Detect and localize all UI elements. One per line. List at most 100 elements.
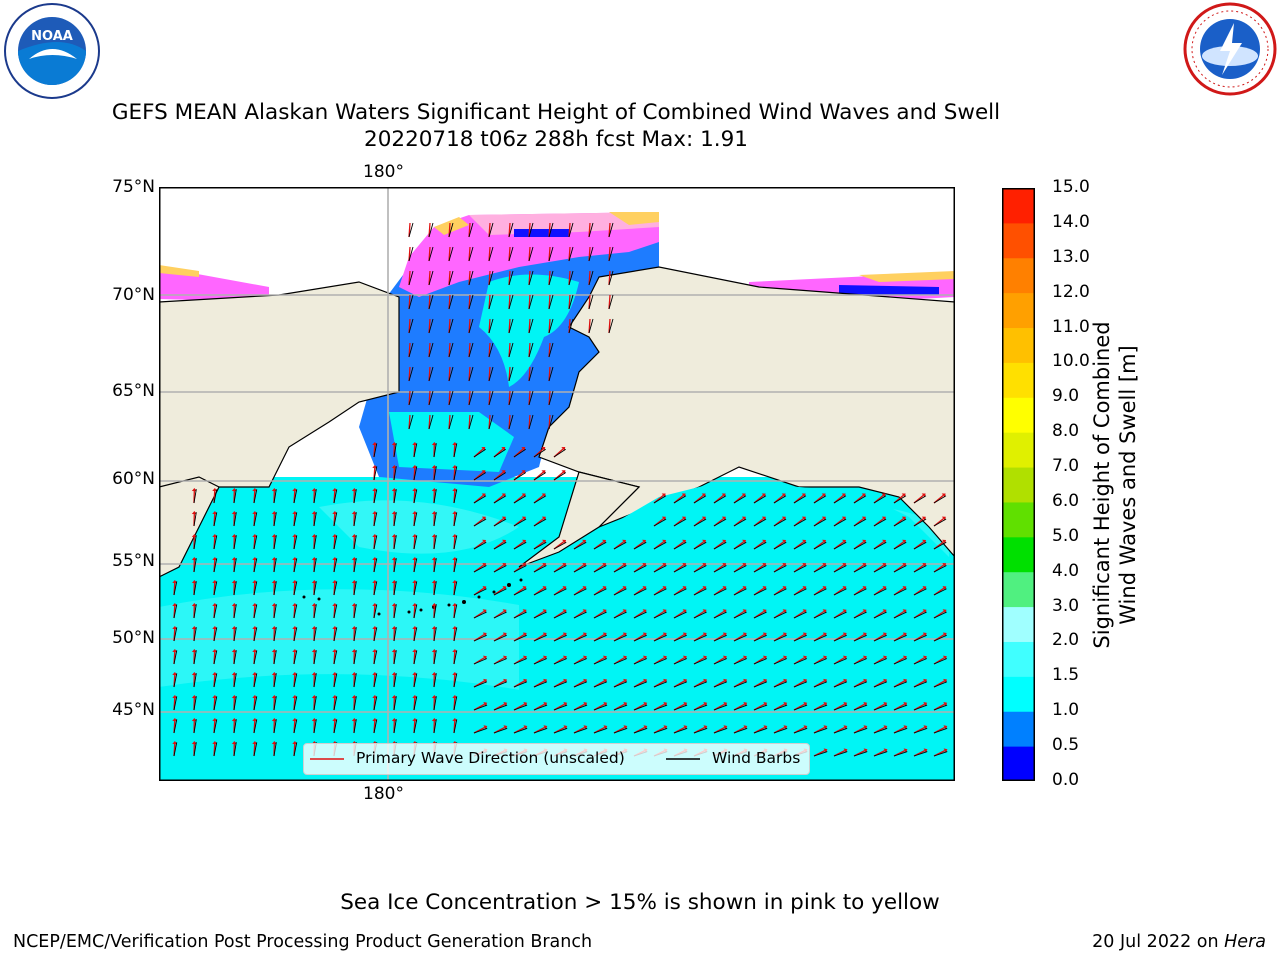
wind-barb: [373, 512, 378, 527]
wave-direction-arrowhead: [332, 488, 338, 492]
wave-direction-arrowhead: [252, 649, 258, 653]
wind-barb: [533, 727, 548, 734]
wind-barb: [873, 541, 887, 550]
wind-barb: [193, 558, 197, 573]
wind-barb: [813, 634, 827, 642]
wind-barb: [633, 634, 647, 642]
wave-direction-arrowhead: [332, 603, 338, 607]
wind-barb: [408, 318, 414, 334]
wave-direction-arrowhead: [743, 725, 748, 730]
wind-barb: [473, 681, 488, 688]
wind-barb: [468, 366, 474, 382]
wind-barb: [213, 742, 218, 757]
wind-barb: [693, 634, 707, 642]
wind-barb: [533, 704, 548, 711]
wind-barb: [713, 611, 727, 619]
wave-direction-arrowhead: [452, 718, 458, 722]
wave-direction-arrowhead: [351, 488, 357, 492]
wind-barb: [508, 246, 514, 262]
wind-barb: [893, 495, 907, 504]
wind-barb: [573, 727, 588, 734]
wave-direction-arrow: [488, 246, 491, 262]
wind-barb: [508, 390, 514, 406]
wind-barb: [413, 604, 418, 619]
wave-direction-arrow: [468, 342, 471, 358]
wind-barb: [933, 518, 947, 527]
wind-barb: [313, 512, 317, 527]
wind-barb: [713, 495, 727, 504]
wind-barb: [393, 489, 397, 504]
wave-direction-arrowhead: [332, 649, 338, 653]
wave-direction-arrowhead: [271, 695, 277, 699]
wave-direction-arrowhead: [372, 442, 378, 446]
wave-direction-arrowhead: [271, 534, 277, 538]
wave-direction-arrowhead: [643, 725, 648, 730]
wind-barb: [833, 658, 848, 665]
wave-direction-arrowhead: [412, 695, 418, 699]
wind-barb: [653, 658, 668, 665]
wave-direction-arrow: [508, 222, 511, 238]
colorbar-segment: [1002, 222, 1035, 259]
wave-direction-arrowhead: [252, 718, 258, 722]
wind-barb: [613, 634, 627, 642]
wind-barb: [593, 565, 607, 573]
wind-barb: [333, 489, 338, 504]
wave-direction-arrowhead: [311, 718, 317, 722]
wind-barb: [173, 581, 178, 596]
map-legend: Primary Wave Direction (unscaled) Wind B…: [303, 743, 810, 775]
wind-barb: [593, 658, 608, 665]
wind-barb: [528, 390, 534, 406]
wind-barb: [553, 704, 568, 711]
wave-direction-arrow: [608, 294, 611, 310]
wind-barb: [613, 588, 627, 596]
wave-direction-arrowhead: [372, 672, 378, 676]
wind-barb: [588, 294, 594, 310]
wave-direction-arrowhead: [452, 672, 458, 676]
wave-direction-arrow: [468, 414, 471, 430]
wind-barb: [333, 535, 338, 550]
wind-barb: [873, 518, 887, 527]
wind-barb: [448, 246, 454, 262]
wind-barb: [653, 518, 667, 527]
wave-direction-arrowhead: [412, 488, 418, 492]
wind-barb: [413, 466, 418, 481]
wind-barb: [193, 742, 197, 757]
wind-barb: [533, 681, 548, 688]
wind-barb: [528, 294, 534, 310]
wind-barb: [573, 704, 588, 711]
wave-direction-arrowhead: [372, 626, 378, 630]
wind-barb: [213, 535, 218, 550]
wind-barb: [408, 270, 414, 286]
svg-text:NOAA: NOAA: [31, 29, 73, 44]
colorbar-tick-label: 13.0: [1052, 246, 1090, 267]
wave-direction-arrow: [488, 342, 491, 358]
map-frame: [159, 187, 955, 781]
wave-direction-arrowhead: [431, 695, 437, 699]
wave-direction-arrowhead: [391, 672, 397, 676]
wind-barb: [373, 673, 378, 688]
wave-direction-arrowhead: [563, 725, 568, 730]
colorbar-segment: [1002, 397, 1035, 433]
wave-direction-arrowhead: [351, 557, 357, 561]
wind-barb: [873, 751, 888, 757]
wind-barb: [453, 627, 458, 642]
wind-barb: [233, 742, 237, 757]
wind-barb: [333, 719, 338, 734]
wind-barb: [473, 495, 487, 504]
wave-direction-arrowhead: [311, 695, 317, 699]
wind-barb: [233, 696, 237, 711]
wind-barb: [493, 611, 507, 619]
wind-barb: [593, 541, 607, 550]
wind-barb: [913, 658, 928, 665]
colorbar-segment: [1002, 606, 1035, 642]
wind-barb: [233, 627, 237, 642]
wave-direction-arrowhead: [252, 488, 258, 492]
wave-direction-arrowhead: [271, 649, 277, 653]
wave-direction-arrowhead: [623, 702, 628, 707]
wind-barb: [913, 611, 927, 619]
wave-direction-arrowhead: [431, 626, 437, 630]
wind-barb: [448, 366, 454, 382]
wave-direction-arrowhead: [863, 702, 868, 707]
wave-direction-arrowhead: [311, 488, 317, 492]
wind-barb: [913, 751, 928, 757]
